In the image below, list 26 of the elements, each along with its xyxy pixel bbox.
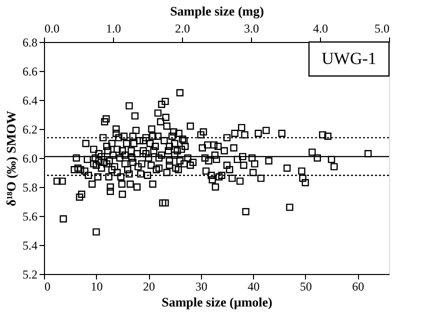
x-tick-label: 20 xyxy=(143,280,156,294)
x2-tick-label: 3.0 xyxy=(244,22,259,36)
x-tick-label: 40 xyxy=(248,280,260,294)
y-tick-label: 6.8 xyxy=(22,36,38,50)
y-tick-label: 6.6 xyxy=(22,64,38,78)
y-tick-label: 5.6 xyxy=(22,210,38,224)
x2-tick-label: 4.0 xyxy=(313,22,328,36)
x-tick-label: 10 xyxy=(90,280,103,294)
x-tick-label: 50 xyxy=(300,280,312,294)
x2-tick-label: 0.0 xyxy=(44,22,60,36)
y-axis-title: δ¹⁸O (‰) SMOW xyxy=(4,110,18,206)
annotation: UWG-1 xyxy=(322,49,376,68)
x-tick-label: 60 xyxy=(352,280,364,294)
x-tick-label: 30 xyxy=(195,280,208,294)
y-tick-label: 5.8 xyxy=(22,180,38,194)
y-tick-label: 6.4 xyxy=(22,94,38,108)
x2-tick-label: 2.0 xyxy=(175,22,190,36)
y-tick-label: 5.4 xyxy=(22,238,38,252)
y-tick-label: 6.2 xyxy=(22,122,38,136)
x-axis-title: Sample size (µmole) xyxy=(162,294,272,310)
x2-tick-label: 5.0 xyxy=(374,22,390,36)
x2-axis-title: Sample size (mg) xyxy=(170,4,264,18)
x-tick-label: 0 xyxy=(44,280,50,294)
y-tick-label: 5.2 xyxy=(22,268,38,282)
x2-tick-label: 1.0 xyxy=(106,22,121,36)
y-tick-label: 6.0 xyxy=(22,152,38,166)
